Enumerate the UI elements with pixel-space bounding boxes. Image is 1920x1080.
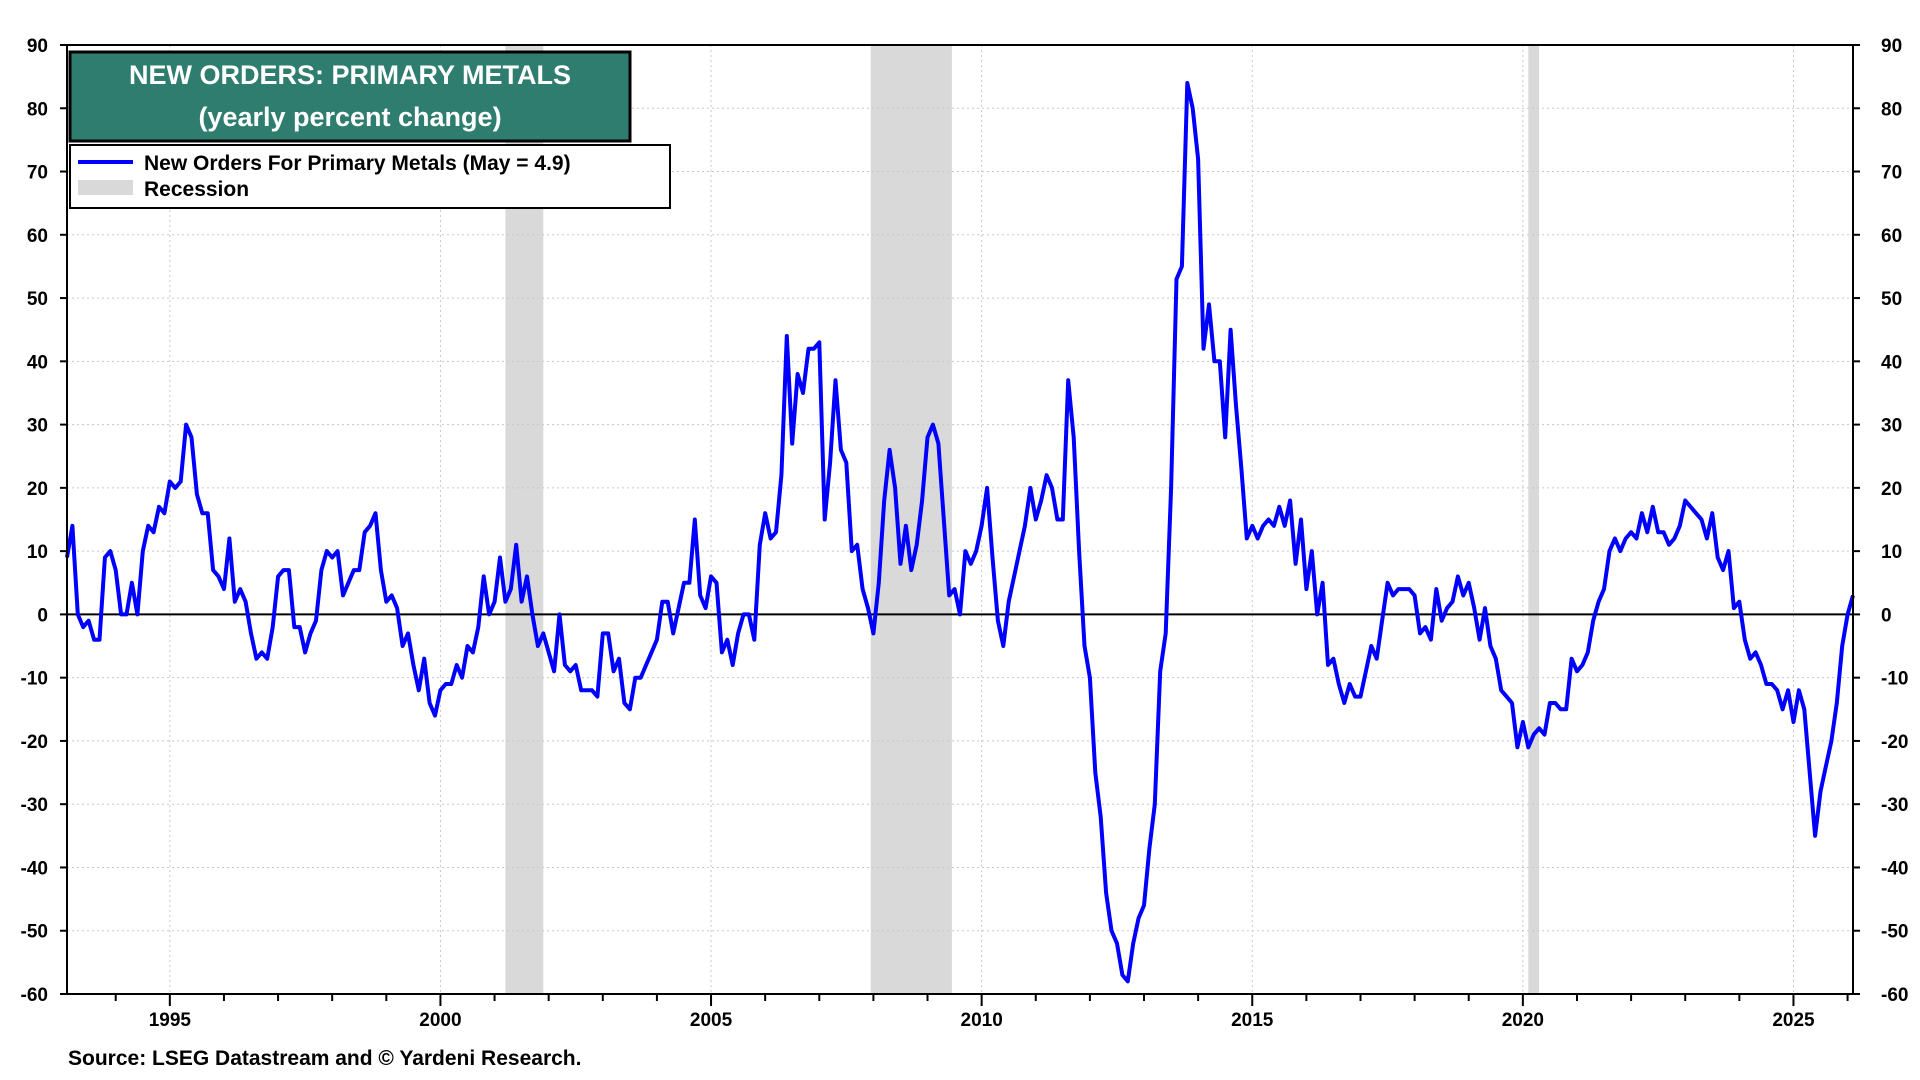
y-tick-label-left: -40 — [21, 858, 48, 879]
y-tick-label-left: 10 — [27, 542, 48, 563]
y-tick-label-left: 80 — [27, 99, 48, 120]
title-box: NEW ORDERS: PRIMARY METALS (yearly perce… — [68, 50, 632, 143]
y-tick-label-right: 70 — [1881, 163, 1902, 184]
x-axis: 1995 2000 2005 2010 2015 2020 2025 — [114, 994, 1849, 1031]
y-tick-label-right: 30 — [1881, 416, 1902, 437]
y-tick-label-right: -30 — [1881, 795, 1908, 816]
y-tick-label-left: -30 — [21, 795, 48, 816]
legend: New Orders For Primary Metals (May = 4.9… — [69, 144, 671, 209]
x-tick-label: 2005 — [690, 1010, 733, 1031]
legend-label-series: New Orders For Primary Metals (May = 4.9… — [144, 152, 571, 175]
plot-frame — [66, 44, 1854, 995]
y-tick-label-right: 60 — [1881, 226, 1902, 247]
y-tick-label-left: 70 — [27, 163, 48, 184]
y-tick-label-left: 60 — [27, 226, 48, 247]
y-tick-label-left: 0 — [37, 605, 48, 626]
left-axis: -60 -50 -40 -30 -20 -10 0 10 20 30 40 50 60 70 80 90 — [21, 36, 67, 1006]
y-tick-label-right: -40 — [1881, 858, 1908, 879]
legend-label-recession: Recession — [144, 178, 249, 201]
y-tick-label-left: 30 — [27, 416, 48, 437]
chart-subtitle: (yearly percent change) — [198, 102, 501, 132]
y-tick-label-right: 80 — [1881, 99, 1902, 120]
source-note: Source: LSEG Datastream and © Yardeni Re… — [68, 1047, 582, 1070]
y-tick-label-right: -20 — [1881, 732, 1908, 753]
y-tick-label-left: 50 — [27, 289, 48, 310]
series-line-new-orders-primary-metals — [65, 81, 1855, 984]
y-tick-label-right: 50 — [1881, 289, 1902, 310]
right-axis: -60 -50 -40 -30 -20 -10 0 10 20 30 40 50 60 70 80 90 — [1853, 36, 1908, 1006]
x-tick-label: 2000 — [419, 1010, 461, 1031]
recession-band-3 — [1528, 45, 1540, 994]
y-tick-label-right: -10 — [1881, 669, 1908, 690]
y-tick-label-left: 20 — [27, 479, 48, 500]
y-tick-label-right: -60 — [1881, 985, 1908, 1006]
y-tick-label-left: -20 — [21, 732, 48, 753]
x-tick-label: 1995 — [149, 1010, 192, 1031]
legend-swatch-recession — [78, 180, 133, 195]
x-tick-label: 2020 — [1502, 1010, 1544, 1031]
chart-title: NEW ORDERS: PRIMARY METALS — [129, 60, 571, 90]
y-tick-label-right: -50 — [1881, 922, 1908, 943]
y-tick-label-right: 10 — [1881, 542, 1902, 563]
x-tick-label: 2025 — [1772, 1010, 1815, 1031]
y-tick-label-right: 20 — [1881, 479, 1902, 500]
y-tick-label-right: 0 — [1881, 605, 1892, 626]
y-tick-label-left: -50 — [21, 922, 48, 943]
y-tick-label-right: 40 — [1881, 352, 1902, 373]
x-tick-label: 2015 — [1231, 1010, 1274, 1031]
y-tick-label-left: 90 — [27, 36, 48, 57]
y-tick-label-left: -60 — [21, 985, 48, 1006]
gridlines — [67, 45, 1853, 994]
y-tick-label-left: -10 — [21, 669, 48, 690]
y-tick-label-right: 90 — [1881, 36, 1902, 57]
x-tick-label: 2010 — [961, 1010, 1003, 1031]
y-tick-label-left: 40 — [27, 352, 48, 373]
